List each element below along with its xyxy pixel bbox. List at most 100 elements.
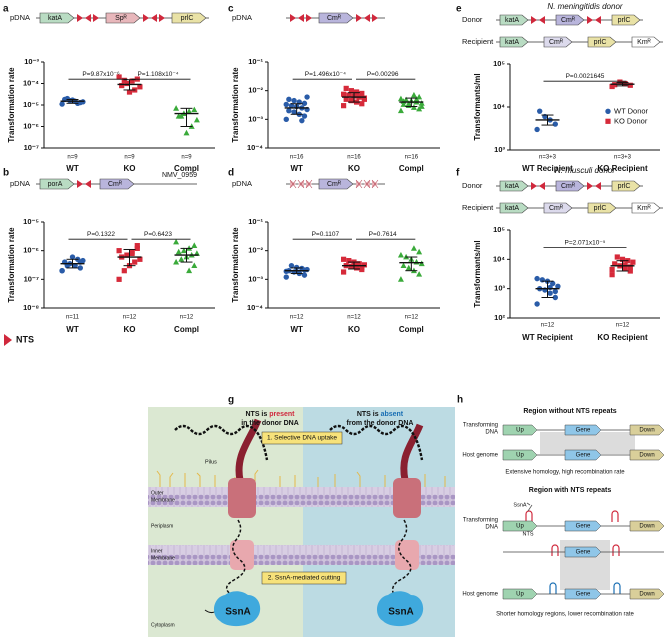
gene-label: Gene bbox=[576, 524, 591, 530]
y-tick-label: 10⁻⁵ bbox=[23, 100, 39, 109]
construct-label: Recipient bbox=[462, 37, 494, 46]
x-tick-label: KO Recipient bbox=[597, 164, 648, 173]
data-point bbox=[416, 93, 423, 100]
scissors bbox=[526, 502, 533, 512]
gene-label: katA bbox=[505, 205, 519, 212]
nts-site bbox=[290, 14, 296, 22]
section-title: Region with NTS repeats bbox=[529, 487, 612, 494]
y-tick-label: 10⁵ bbox=[493, 225, 505, 234]
n-label: n=3+3 bbox=[539, 155, 557, 161]
enzyme-label: SsnA bbox=[513, 502, 526, 508]
data-point bbox=[359, 90, 365, 97]
data-point bbox=[183, 129, 190, 136]
y-axis-label: Transformation rate bbox=[231, 67, 240, 143]
n-label: n=9 bbox=[181, 155, 192, 161]
data-point bbox=[291, 97, 297, 104]
row-label: Transforming bbox=[463, 518, 498, 524]
donor-dna bbox=[329, 424, 424, 461]
data-point bbox=[121, 77, 127, 83]
row-label: Transforming bbox=[463, 423, 498, 429]
data-point bbox=[343, 85, 349, 91]
y-axis-label: Transformation rate bbox=[7, 227, 16, 303]
y-tick-label: 10² bbox=[494, 313, 505, 322]
gene-box bbox=[502, 588, 538, 600]
y-tick-label: 10⁵ bbox=[493, 59, 505, 68]
data-point bbox=[132, 259, 138, 265]
x-tick-label: WT bbox=[290, 325, 303, 334]
gene-box bbox=[629, 449, 665, 461]
gene-label: Up bbox=[516, 428, 524, 434]
nts-site bbox=[595, 16, 601, 24]
data-point bbox=[550, 280, 556, 287]
x-tick-label: KO bbox=[348, 164, 360, 173]
panel-letter: a bbox=[3, 4, 9, 15]
step-box bbox=[261, 431, 343, 445]
data-point bbox=[59, 268, 65, 274]
data-point bbox=[609, 266, 615, 273]
nts-legend-icon bbox=[4, 334, 12, 346]
left-title: in the donor DNA bbox=[241, 420, 299, 427]
nts-site bbox=[85, 180, 91, 188]
data-point bbox=[361, 96, 367, 102]
nts-site bbox=[372, 14, 378, 22]
data-point bbox=[622, 265, 628, 271]
data-point bbox=[354, 261, 360, 268]
data-point bbox=[534, 301, 540, 307]
data-point bbox=[405, 100, 412, 107]
gene-label: prlC bbox=[181, 15, 194, 22]
secretin bbox=[393, 478, 421, 518]
gene-label: Cmᴿ bbox=[549, 39, 564, 46]
nts-site bbox=[356, 14, 362, 22]
gene-box bbox=[587, 202, 617, 214]
ssna-label: SsnA bbox=[225, 607, 251, 618]
construct-extra: NMV_0959 bbox=[162, 172, 197, 179]
panel-letter: h bbox=[457, 395, 463, 406]
y-tick-label: 10⁻⁶ bbox=[23, 246, 39, 255]
p-value: P=0.6423 bbox=[144, 231, 172, 238]
donor-dna bbox=[174, 424, 269, 461]
data-point bbox=[555, 283, 561, 290]
nts-site bbox=[539, 182, 545, 190]
donor-dna bbox=[391, 519, 412, 611]
gene-box bbox=[318, 12, 354, 24]
x-tick-label: KO bbox=[348, 325, 360, 334]
x-tick-label: KO Recipient bbox=[597, 333, 648, 342]
data-point bbox=[359, 101, 365, 107]
row-label: DNA bbox=[485, 525, 498, 531]
construct-label: Donor bbox=[462, 181, 483, 190]
gene-label: prlC bbox=[618, 17, 631, 24]
n-label: n=9 bbox=[67, 155, 78, 161]
nts-cross bbox=[371, 179, 379, 189]
data-point bbox=[175, 248, 182, 255]
data-point bbox=[288, 262, 295, 269]
gene-label: Down bbox=[639, 428, 654, 434]
gene-box bbox=[611, 14, 641, 26]
panel-letter: b bbox=[3, 168, 9, 179]
data-point bbox=[134, 245, 140, 251]
x-tick-label: Compl bbox=[399, 164, 424, 173]
p-value: P=0.7614 bbox=[369, 231, 397, 238]
n-label: n=16 bbox=[347, 155, 361, 161]
ssna bbox=[376, 591, 424, 627]
data-point bbox=[534, 275, 540, 282]
data-point bbox=[186, 267, 193, 274]
y-tick-label: 10⁻⁸ bbox=[23, 303, 39, 312]
data-point bbox=[400, 101, 407, 107]
gene-box bbox=[99, 178, 135, 190]
data-point bbox=[341, 103, 347, 109]
data-point bbox=[416, 248, 423, 255]
nts-cross bbox=[289, 179, 297, 189]
data-point bbox=[173, 105, 180, 111]
y-tick-label: 10⁻⁴ bbox=[23, 78, 39, 87]
construct-label: Recipient bbox=[462, 203, 494, 212]
chart-title: N. musculi donor bbox=[555, 166, 615, 175]
y-axis-label: Transformation rate bbox=[231, 227, 240, 303]
gene-label: Gene bbox=[576, 550, 591, 556]
y-tick-label: 10⁴ bbox=[493, 102, 505, 111]
data-point bbox=[304, 94, 310, 100]
gene-box bbox=[543, 202, 573, 214]
n-label: n=12 bbox=[123, 315, 137, 321]
y-tick-label: 10⁻² bbox=[248, 86, 263, 95]
label-cytoplasm: Cytoplasm bbox=[151, 622, 175, 628]
y-tick-label: 10⁻⁷ bbox=[24, 143, 39, 152]
